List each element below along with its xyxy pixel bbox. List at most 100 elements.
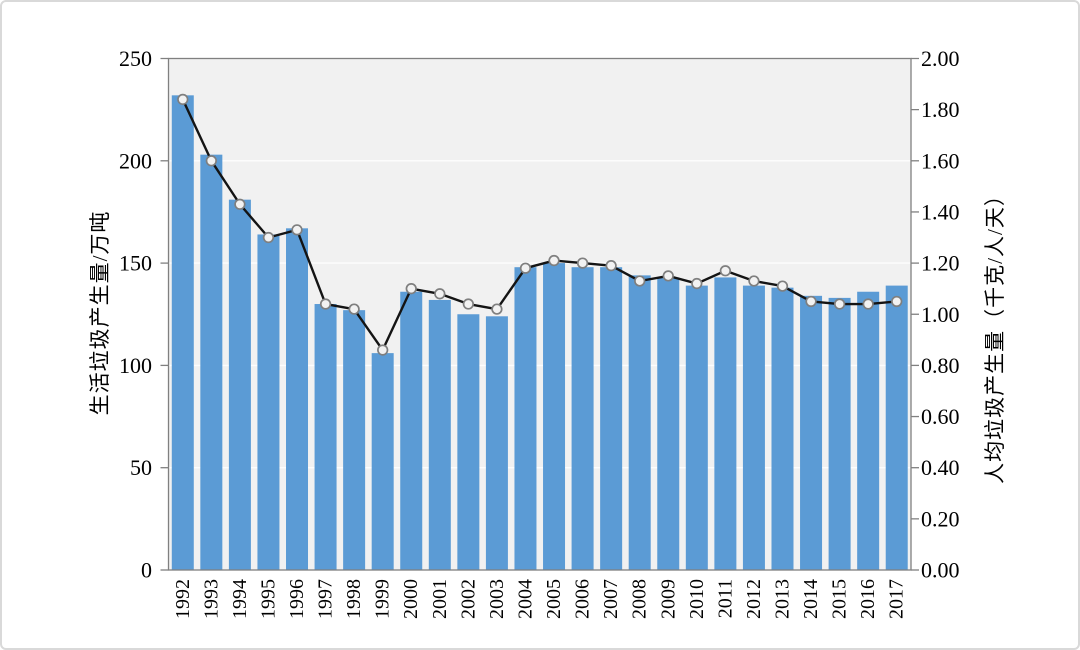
x-tick-label-2007: 2007: [600, 579, 622, 619]
x-tick-label-2006: 2006: [572, 579, 594, 619]
marker-1998: [348, 303, 360, 315]
bar-1996: [286, 228, 309, 570]
bar-2000: [400, 291, 423, 570]
x-tick-label-2012: 2012: [743, 579, 765, 619]
marker-2011: [719, 265, 732, 277]
left-tick-label-250: 250: [119, 46, 152, 71]
bar-2002: [457, 314, 480, 570]
x-tick-label-1993: 1993: [200, 579, 222, 619]
bar-2009: [657, 277, 680, 570]
left-tick-label-50: 50: [130, 455, 152, 480]
right-tick-label-2.00: 2.00: [921, 46, 960, 71]
bar-2014: [800, 295, 823, 570]
marker-2010: [691, 277, 703, 290]
bar-1999: [371, 353, 394, 570]
marker-1993: [205, 155, 217, 167]
x-tick-label-2017: 2017: [886, 579, 908, 619]
bar-2010: [685, 285, 708, 570]
left-axis-title: 生活垃圾产生量/万吨: [88, 210, 112, 416]
bar-2001: [428, 299, 451, 570]
x-tick-label-1997: 1997: [315, 579, 337, 619]
x-tick-label-2003: 2003: [486, 579, 508, 619]
bar-1995: [257, 234, 280, 570]
marker-2004: [519, 262, 532, 274]
marker-2003: [491, 303, 503, 315]
bar-1998: [343, 310, 366, 570]
marker-1996: [291, 224, 303, 236]
bar-2012: [742, 285, 765, 570]
left-tick-label-200: 200: [119, 148, 152, 173]
marker-2007: [605, 260, 617, 272]
marker-1995: [262, 231, 275, 244]
marker-2013: [776, 280, 789, 292]
right-tick-label-0.00: 0.00: [921, 558, 960, 583]
plot-area: [168, 58, 911, 570]
bar-2015: [828, 297, 851, 570]
marker-2016: [862, 298, 874, 310]
x-tick-label-2013: 2013: [771, 579, 793, 619]
marker-2012: [748, 275, 760, 287]
marker-2005: [548, 254, 560, 267]
x-tick-label-2001: 2001: [429, 579, 451, 619]
bar-2003: [485, 316, 508, 570]
x-tick-label-2009: 2009: [657, 579, 679, 619]
x-tick-label-2000: 2000: [400, 579, 422, 619]
bar-2006: [571, 267, 594, 570]
marker-1994: [234, 198, 246, 210]
marker-2015: [833, 298, 846, 310]
right-tick-label-1.40: 1.40: [921, 199, 960, 224]
bar-1994: [228, 199, 251, 570]
x-tick-label-1998: 1998: [343, 579, 365, 619]
bar-1993: [200, 154, 223, 571]
x-tick-label-2002: 2002: [457, 579, 479, 619]
x-tick-label-1995: 1995: [257, 579, 279, 619]
marker-2006: [576, 257, 589, 269]
left-tick-label-150: 150: [119, 251, 152, 276]
right-tick-label-1.20: 1.20: [921, 251, 960, 276]
x-tick-label-2008: 2008: [629, 579, 651, 619]
x-tick-label-2016: 2016: [857, 579, 879, 619]
marker-2002: [462, 298, 475, 310]
bar-1992: [171, 95, 194, 570]
bar-2016: [857, 291, 880, 570]
x-tick-label-2014: 2014: [800, 579, 822, 619]
bar-2004: [514, 267, 537, 570]
right-axis-title: 人均垃圾产生量（千克/人/天）: [983, 184, 1007, 484]
x-tick-label-1999: 1999: [372, 579, 394, 619]
x-tick-label-1992: 1992: [172, 579, 194, 619]
right-tick-label-0.80: 0.80: [921, 353, 960, 378]
bar-2008: [628, 275, 651, 570]
x-tick-label-2015: 2015: [829, 579, 851, 619]
marker-1992: [177, 93, 189, 106]
marker-2009: [662, 270, 674, 282]
bar-1997: [314, 304, 337, 570]
left-tick-label-0: 0: [141, 558, 152, 583]
x-tick-label-2011: 2011: [714, 579, 736, 618]
marker-1999: [377, 344, 389, 356]
x-tick-label-1994: 1994: [229, 579, 251, 619]
x-tick-label-1996: 1996: [286, 579, 308, 619]
marker-2001: [434, 288, 446, 300]
bar-2017: [885, 285, 908, 570]
left-tick-label-100: 100: [119, 353, 152, 378]
bar-2007: [600, 267, 623, 570]
marker-2008: [634, 275, 646, 287]
marker-1997: [319, 298, 332, 310]
right-tick-label-0.40: 0.40: [921, 455, 960, 480]
right-tick-label-0.60: 0.60: [921, 404, 960, 429]
bar-2013: [771, 287, 794, 570]
bar-2005: [543, 263, 566, 570]
marker-2000: [405, 283, 417, 295]
x-tick-label-2005: 2005: [543, 579, 565, 619]
bar-2011: [714, 277, 737, 570]
marker-2014: [805, 295, 817, 308]
right-tick-label-1.80: 1.80: [921, 97, 960, 122]
right-tick-label-0.20: 0.20: [921, 506, 960, 531]
x-tick-label-2004: 2004: [514, 579, 536, 619]
right-tick-label-1.60: 1.60: [921, 148, 960, 173]
right-tick-label-1.00: 1.00: [921, 302, 960, 327]
marker-2017: [891, 295, 903, 308]
